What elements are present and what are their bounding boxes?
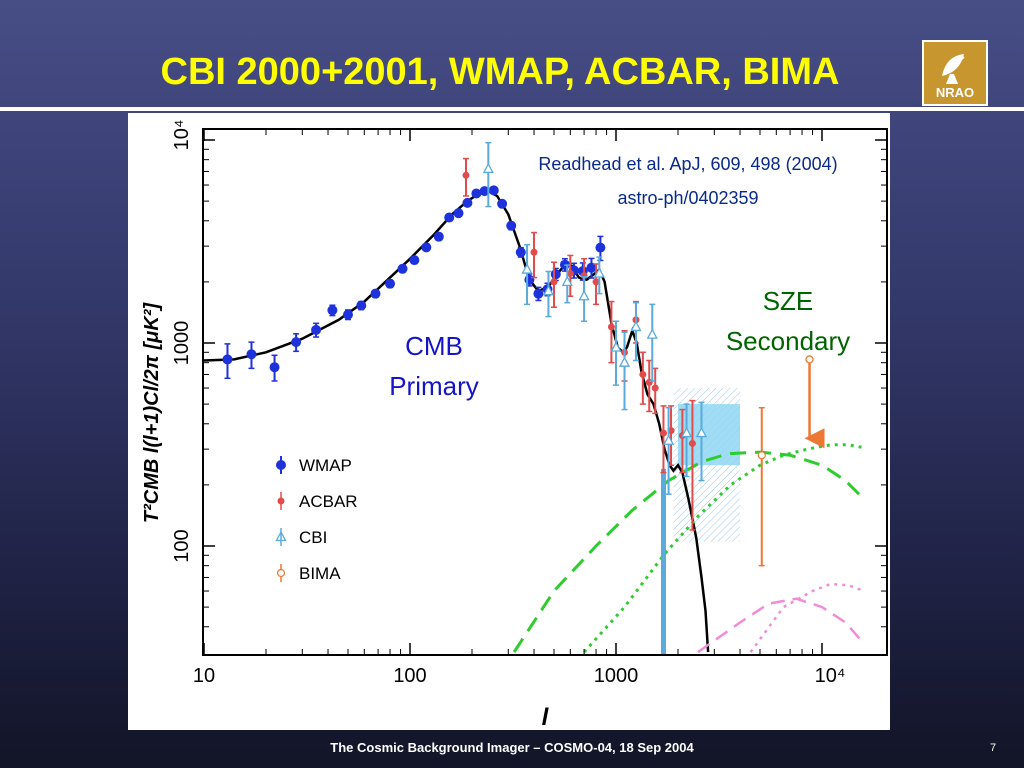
- legend: WMAP ACBAR CBI BIMA: [275, 456, 358, 583]
- telescope-icon: [942, 54, 965, 84]
- data-point: [651, 384, 659, 392]
- data-point: [610, 341, 622, 352]
- sze-alt-dashed: [697, 597, 865, 654]
- data-point: [524, 274, 535, 285]
- legend-entry-bima: BIMA: [276, 564, 341, 583]
- data-point: [607, 323, 615, 331]
- data-point: [550, 278, 558, 286]
- data-point: [757, 451, 766, 460]
- nrao-logo: NRAO: [922, 40, 988, 106]
- data-point: [533, 288, 544, 299]
- data-point: [688, 439, 696, 447]
- data-point: [433, 231, 444, 242]
- data-point: [444, 212, 455, 223]
- sze-secondary-label: SZE: [763, 286, 814, 316]
- legend-entry-acbar: ACBAR: [277, 492, 358, 511]
- data-point: [680, 426, 693, 438]
- title-divider: [0, 107, 1024, 111]
- data-point: [515, 247, 526, 258]
- data-point: [479, 186, 490, 197]
- upper-limit-point: [805, 355, 814, 364]
- cmb-primary-label: Primary: [389, 371, 479, 401]
- x-tick-label: 1000: [594, 665, 639, 687]
- data-point: [356, 300, 367, 311]
- y-tick-label: 10⁴: [171, 120, 193, 151]
- data-point: [385, 278, 396, 289]
- sze-secondary-label: Secondary: [726, 326, 850, 356]
- y-axis-label: T²CMB l(l+1)Cl/2π [μK²]: [141, 302, 163, 524]
- data-point: [397, 263, 408, 274]
- legend-entry-wmap: WMAP: [276, 456, 352, 475]
- data-point: [462, 171, 470, 179]
- data-point: [593, 267, 605, 278]
- x-tick-label: 100: [393, 665, 426, 687]
- citation-line-2: astro-ph/0402359: [617, 188, 758, 208]
- x-tick-label: 10⁴: [815, 665, 846, 687]
- legend-label: WMAP: [299, 456, 352, 475]
- data-point: [578, 289, 590, 301]
- data-point: [639, 370, 647, 378]
- data-point: [311, 324, 322, 335]
- data-point: [482, 162, 494, 174]
- data-point: [471, 188, 482, 199]
- y-tick-label: 1000: [171, 321, 193, 366]
- data-point: [246, 349, 257, 360]
- data-point: [566, 269, 574, 277]
- data-point: [695, 426, 708, 438]
- data-point: [269, 362, 280, 373]
- x-axis-label: l: [542, 704, 550, 730]
- data-point: [542, 284, 555, 296]
- data-point: [222, 354, 233, 365]
- data-point: [592, 278, 600, 286]
- data-point: [497, 198, 508, 209]
- data-point: [291, 337, 302, 348]
- slide-footer: The Cosmic Background Imager – COSMO-04,…: [330, 740, 694, 755]
- slide-title: CBI 2000+2001, WMAP, ACBAR, BIMA: [160, 51, 840, 93]
- data-point: [370, 288, 381, 299]
- plot-frame: [202, 128, 888, 656]
- data-point: [618, 356, 631, 367]
- sze-alt-dotted: [749, 582, 865, 653]
- data-point: [530, 248, 538, 256]
- data-point: [506, 220, 517, 231]
- data-point: [409, 255, 420, 266]
- data-point: [663, 434, 675, 445]
- legend-label: BIMA: [299, 564, 341, 583]
- cmb-primary-label: CMB: [405, 331, 463, 361]
- y-tick-label: 100: [171, 529, 193, 562]
- data-point: [646, 328, 658, 339]
- legend-label: CBI: [299, 528, 327, 547]
- x-tick-label: 10: [193, 665, 215, 687]
- cmb-model-curve: [203, 189, 710, 653]
- data-point: [342, 309, 353, 320]
- data-point: [561, 275, 573, 287]
- data-point: [630, 320, 642, 332]
- data-point: [488, 185, 499, 196]
- plot-panel: 10 100 1000 10⁴ 100 1000 10⁴ l T²CMB l(l…: [128, 113, 890, 731]
- data-point: [327, 305, 338, 316]
- page-number: 7: [990, 742, 997, 754]
- data-point: [586, 262, 597, 273]
- legend-label: ACBAR: [299, 492, 358, 511]
- data-point: [659, 429, 667, 437]
- sze-model-dashed: [512, 450, 866, 653]
- series-bima: [757, 355, 825, 567]
- power-spectrum-chart: 10 100 1000 10⁴ 100 1000 10⁴ l T²CMB l(l…: [141, 120, 888, 731]
- citation-line-1: Readhead et al. ApJ, 609, 498 (2004): [538, 154, 837, 174]
- series-acbar: [462, 157, 696, 531]
- logo-text: NRAO: [936, 85, 974, 100]
- data-point: [595, 242, 606, 253]
- data-point: [453, 208, 464, 219]
- data-point: [462, 197, 473, 208]
- series-cbi: [482, 141, 708, 495]
- data-point: [421, 242, 432, 253]
- data-point: [521, 263, 533, 274]
- data-point: [550, 269, 561, 280]
- sze-model-dotted: [582, 443, 865, 654]
- legend-entry-cbi: CBI: [275, 528, 327, 547]
